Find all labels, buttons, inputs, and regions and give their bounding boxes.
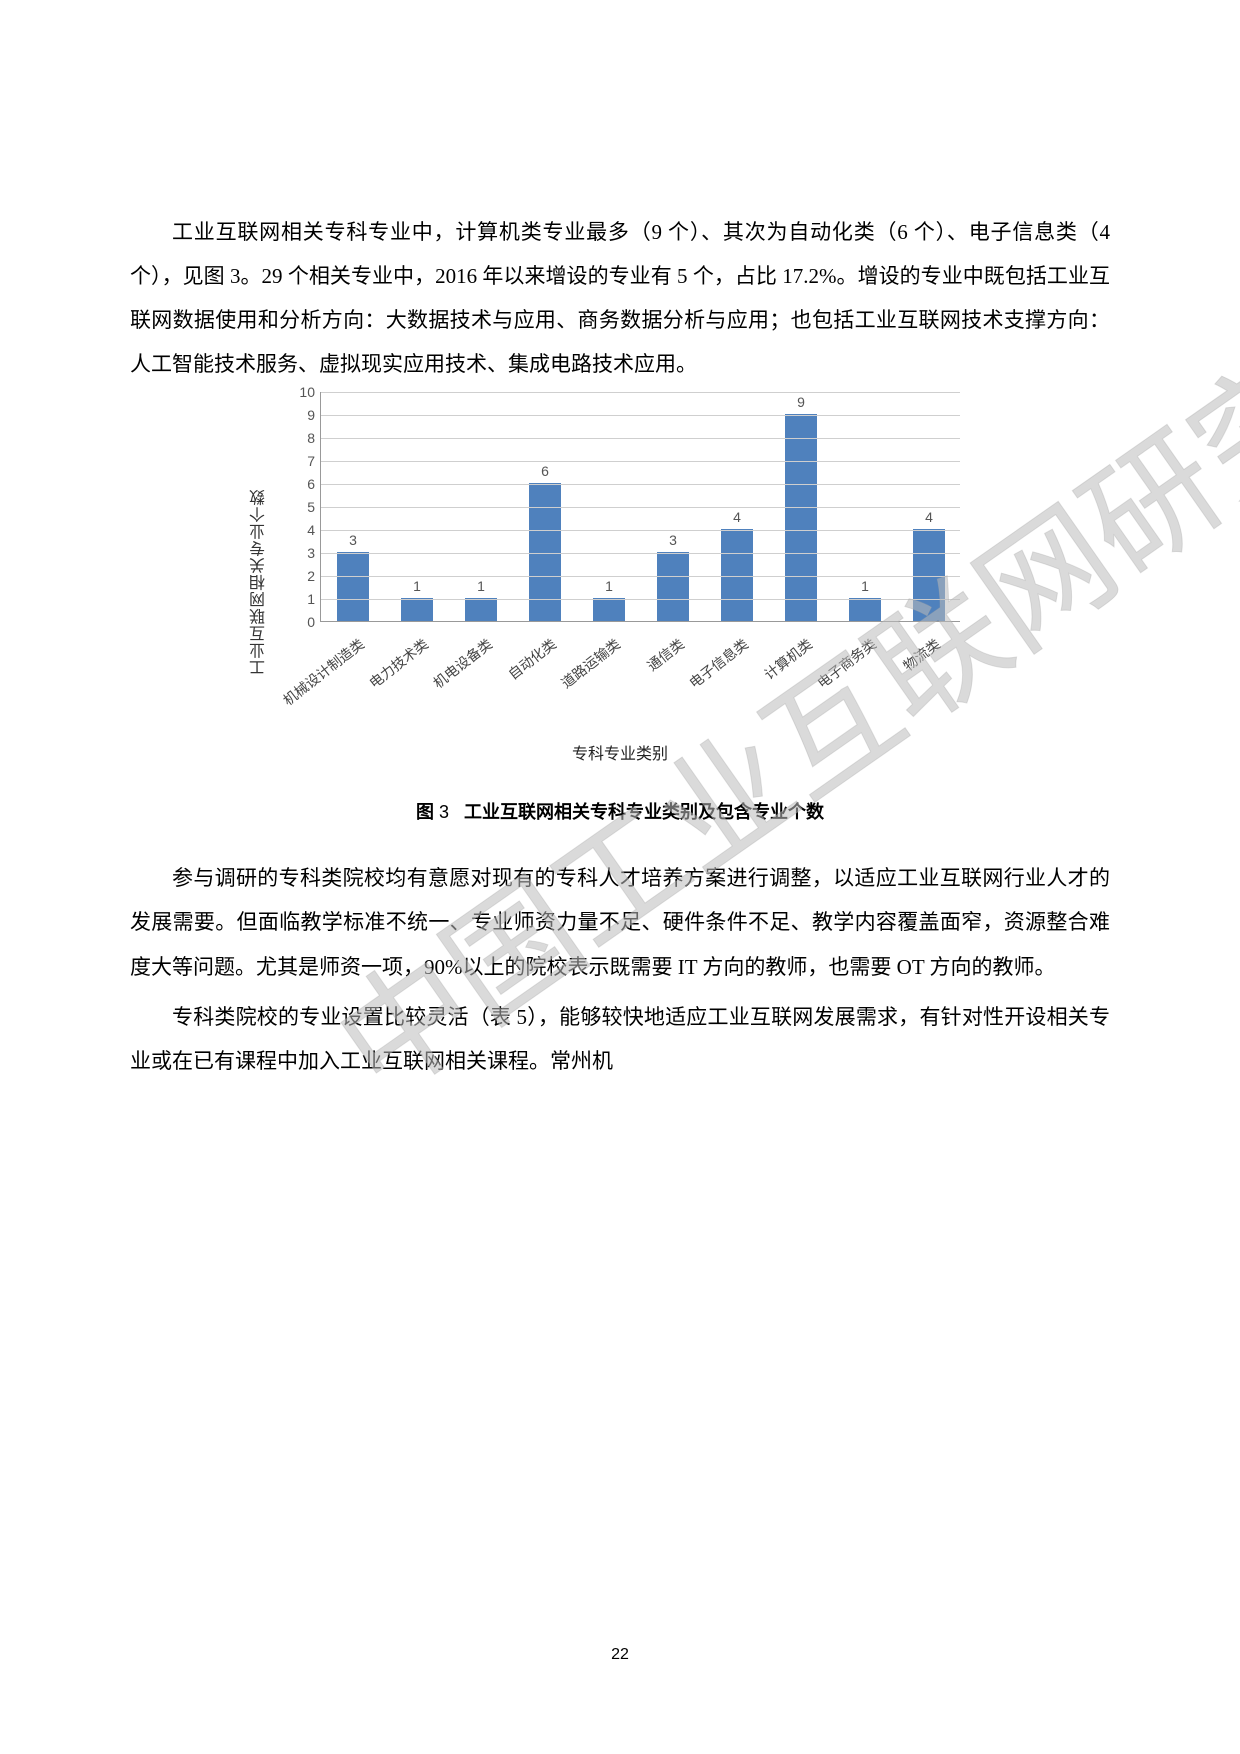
chart-gridline xyxy=(321,576,960,577)
chart-x-tick-label: 自动化类 xyxy=(438,634,561,736)
chart-y-tick: 7 xyxy=(293,453,315,469)
chart-bar-value-label: 3 xyxy=(669,532,677,548)
chart-y-tick: 9 xyxy=(293,407,315,423)
paragraph-2: 参与调研的专科类院校均有意愿对现有的专科人才培养方案进行调整，以适应工业互联网行… xyxy=(130,856,1110,988)
page-number: 22 xyxy=(611,1646,629,1664)
chart-x-axis-label: 专科专业类别 xyxy=(572,740,668,764)
chart-bar: 3 xyxy=(337,552,369,621)
chart-y-tick: 10 xyxy=(293,384,315,400)
chart-y-tick: 3 xyxy=(293,545,315,561)
chart-bar: 1 xyxy=(401,598,433,621)
caption-number: 3 xyxy=(439,802,449,822)
chart-plot-area: 3116134914 012345678910 xyxy=(320,392,960,622)
chart-gridline xyxy=(321,461,960,462)
chart-bar-value-label: 3 xyxy=(349,532,357,548)
chart-x-tick-label: 通信类 xyxy=(566,634,689,736)
page-content: 工业互联网相关专科专业中，计算机类专业最多（9 个）、其次为自动化类（6 个）、… xyxy=(130,210,1110,1089)
paragraph-3: 专科类院校的专业设置比较灵活（表 5），能够较快地适应工业互联网发展需求，有针对… xyxy=(130,995,1110,1083)
chart-gridline xyxy=(321,484,960,485)
caption-prefix: 图 xyxy=(416,802,434,822)
chart-gridline xyxy=(321,392,960,393)
chart-bar-value-label: 4 xyxy=(925,509,933,525)
chart-y-tick: 4 xyxy=(293,522,315,538)
chart-y-tick: 0 xyxy=(293,614,315,630)
chart-y-tick: 8 xyxy=(293,430,315,446)
chart-gridline xyxy=(321,599,960,600)
chart-gridline xyxy=(321,553,960,554)
bar-chart: 工业互联网相关专业个数 3116134914 012345678910 专科专业… xyxy=(260,392,980,772)
chart-y-tick: 6 xyxy=(293,476,315,492)
chart-bar-value-label: 1 xyxy=(477,578,485,594)
chart-gridline xyxy=(321,530,960,531)
paragraph-1: 工业互联网相关专科专业中，计算机类专业最多（9 个）、其次为自动化类（6 个）、… xyxy=(130,210,1110,386)
chart-y-tick: 2 xyxy=(293,568,315,584)
chart-x-tick-label: 电子商务类 xyxy=(758,634,881,736)
chart-bar: 4 xyxy=(913,529,945,621)
chart-bar-value-label: 1 xyxy=(413,578,421,594)
chart-gridline xyxy=(321,507,960,508)
chart-y-axis-label: 工业互联网相关专业个数 xyxy=(248,489,272,676)
chart-bar: 3 xyxy=(657,552,689,621)
chart-bar: 1 xyxy=(593,598,625,621)
chart-bar: 4 xyxy=(721,529,753,621)
chart-x-tick-label: 计算机类 xyxy=(694,634,817,736)
chart-bar-value-label: 9 xyxy=(797,394,805,410)
figure-caption: 图 3 工业互联网相关专科专业类别及包含专业个数 xyxy=(130,798,1110,824)
chart-bar: 1 xyxy=(465,598,497,621)
chart-gridline xyxy=(321,438,960,439)
chart-bar: 6 xyxy=(529,483,561,621)
chart-bar: 1 xyxy=(849,598,881,621)
chart-y-tick: 5 xyxy=(293,499,315,515)
chart-bar-value-label: 6 xyxy=(541,463,549,479)
chart-x-tick-label: 机电设备类 xyxy=(374,634,497,736)
chart-y-tick: 1 xyxy=(293,591,315,607)
chart-x-tick-label: 电力技术类 xyxy=(310,634,433,736)
chart-gridline xyxy=(321,415,960,416)
chart-x-tick-label: 电子信息类 xyxy=(630,634,753,736)
chart-bar-value-label: 1 xyxy=(861,578,869,594)
chart-bar-value-label: 4 xyxy=(733,509,741,525)
chart-x-tick-label: 物流类 xyxy=(822,634,945,736)
chart-bar-value-label: 1 xyxy=(605,578,613,594)
chart-x-tick-label: 道路运输类 xyxy=(502,634,625,736)
chart-bar: 9 xyxy=(785,414,817,621)
caption-text: 工业互联网相关专科专业类别及包含专业个数 xyxy=(464,802,824,822)
